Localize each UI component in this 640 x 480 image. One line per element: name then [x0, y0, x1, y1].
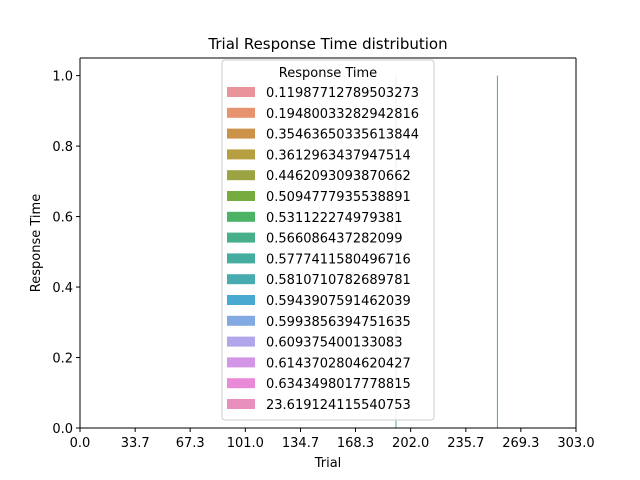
legend-label: 0.6143702804620427 [266, 356, 411, 371]
x-tick-label: 168.3 [337, 436, 374, 451]
legend-label: 0.609375400133083 [266, 336, 402, 351]
legend-swatch [227, 315, 255, 326]
y-tick-label: 0.6 [52, 211, 73, 226]
legend-swatch [227, 191, 255, 201]
legend-label: 0.35463650335613844 [266, 128, 419, 143]
y-axis-label: Response Time [29, 194, 44, 292]
x-axis-label: Trial [314, 456, 342, 471]
x-tick-label: 269.3 [502, 436, 539, 451]
y-tick-label: 0.4 [52, 281, 73, 296]
y-ticks: 0.0 0.2 0.4 0.6 0.8 1.0 [52, 70, 80, 437]
legend-box [221, 59, 435, 421]
legend-swatch [227, 170, 255, 181]
legend-swatch [227, 87, 255, 97]
legend-label: 0.5094777935538891 [266, 190, 411, 205]
legend-swatch [227, 295, 255, 305]
legend-label: 0.3612963437947514 [266, 148, 411, 163]
legend-swatch [227, 399, 255, 409]
x-tick-label: 303.0 [557, 436, 594, 451]
legend-label: 0.5943907591462039 [266, 294, 411, 309]
x-tick-label: 101.0 [227, 436, 264, 451]
bar [496, 75, 498, 428]
x-tick-label: 202.0 [392, 436, 429, 451]
legend-swatch [227, 232, 255, 243]
legend-title: Response Time [279, 66, 377, 81]
legend-label: 0.4462093093870662 [266, 169, 411, 184]
legend-label: 0.19480033282942816 [266, 107, 419, 122]
legend-label: 0.5810710782689781 [266, 273, 411, 288]
chart-title: Trial Response Time distribution [207, 35, 447, 53]
legend-swatch [227, 253, 255, 264]
y-tick-label: 0.2 [52, 352, 73, 367]
legend-label: 0.5993856394751635 [266, 315, 411, 330]
legend-label: 23.619124115540753 [266, 398, 411, 413]
legend-swatch [227, 128, 255, 139]
y-tick-label: 1.0 [52, 70, 73, 85]
legend-label: 0.5777411580496716 [266, 252, 411, 267]
legend-label: 0.11987712789503273 [266, 86, 419, 101]
legend-swatch [227, 336, 255, 347]
legend-swatch [227, 149, 255, 160]
legend-swatch [227, 211, 255, 222]
x-tick-label: 0.0 [70, 436, 91, 451]
legend-label: 0.566086437282099 [266, 232, 402, 247]
x-tick-label: 67.3 [176, 436, 205, 451]
legend: Response Time 0.11987712789503273 0.19480… [221, 59, 435, 421]
legend-swatch [227, 378, 255, 389]
legend-swatch [227, 107, 255, 118]
x-ticks: 0.0 33.7 67.3 101.0 134.7 168.3 202.0 235.7 269.… [70, 428, 595, 451]
legend-swatch [227, 274, 255, 285]
legend-label: 0.6343498017778815 [266, 377, 411, 392]
x-tick-label: 134.7 [282, 436, 319, 451]
x-tick-label: 235.7 [447, 436, 484, 451]
y-tick-label: 0.8 [52, 140, 73, 155]
legend-items: 0.11987712789503273 0.19480033282942816 0.… [227, 86, 419, 413]
legend-label: 0.531122274979381 [266, 211, 402, 226]
y-tick-label: 0.0 [52, 422, 73, 437]
x-tick-label: 33.7 [121, 436, 150, 451]
axes [79, 57, 577, 429]
legend-swatch [227, 357, 255, 368]
